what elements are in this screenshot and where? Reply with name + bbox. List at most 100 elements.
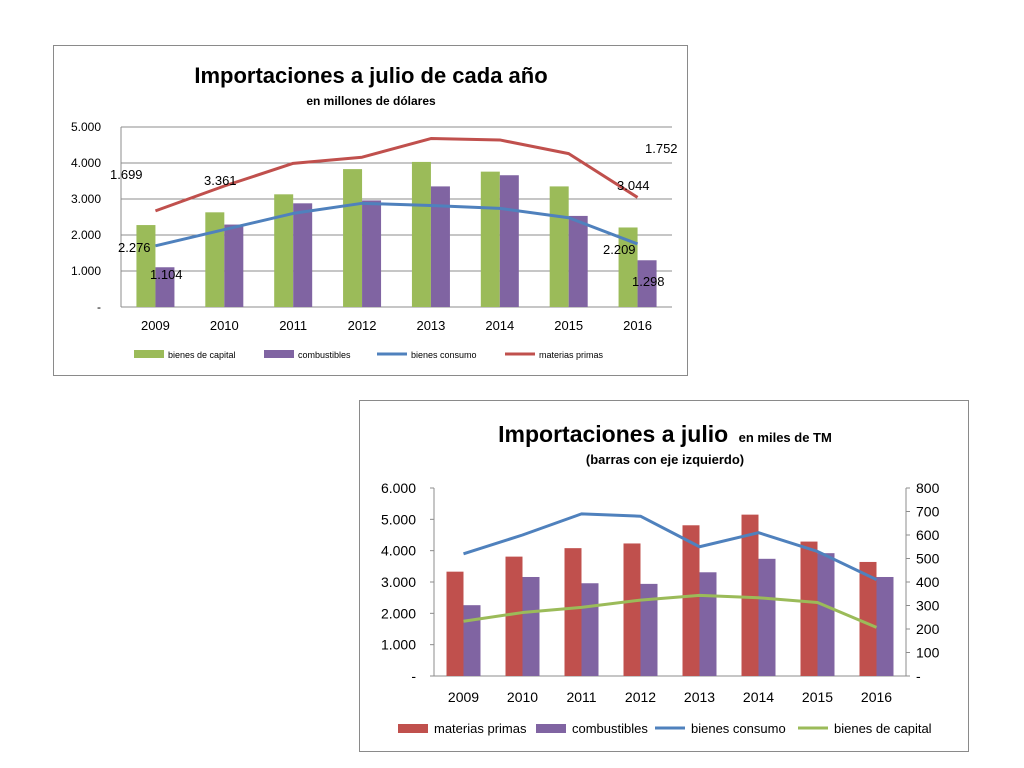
chart2-y-tick-label: 3.000 [381, 574, 416, 590]
chart2-line-bienes-de-capital [463, 593, 878, 629]
chart2-line-bienes-consumo [463, 512, 878, 582]
chart-svg-2: Importaciones a julio en miles de TM (ba… [381, 421, 940, 736]
chart1-data-label: 1.104 [150, 267, 183, 282]
chart1-legend-swatch [134, 350, 164, 358]
chart1-bar-combustibles [430, 186, 450, 307]
chart2-bar-combustibles [581, 583, 599, 676]
chart1-x-tick-label: 2015 [554, 318, 583, 333]
chart2-legend-label: materias primas [434, 721, 527, 736]
chart1-x-tick-label: 2016 [623, 318, 652, 333]
chart1-bar-combustibles [362, 200, 382, 307]
chart1-legend-item: combustibles [264, 350, 351, 360]
chart-panel-miles-tm: Importaciones a julio en miles de TM (ba… [359, 400, 969, 752]
chart1-y-tick-label: 4.000 [71, 156, 101, 170]
chart1-bar-bienes-de-capital [274, 194, 294, 307]
chart2-legend-item: bienes consumo [655, 721, 786, 736]
chart2-legend-label: bienes consumo [691, 721, 786, 736]
chart1-subtitle: en millones de dólares [306, 94, 436, 108]
chart1-legend-swatch [264, 350, 294, 358]
chart1-line-materias-primas [154, 137, 639, 213]
chart2-legend-swatch [398, 724, 428, 733]
chart1-data-label: 1.699 [110, 167, 143, 182]
chart1-data-label: 1.298 [632, 274, 665, 289]
chart2-legend-swatch [536, 724, 566, 733]
chart1-y-tick-label: 5.000 [71, 120, 101, 134]
chart2-x-tick-label: 2015 [802, 689, 833, 705]
chart1-title: Importaciones a julio de cada año [194, 63, 547, 88]
chart2-x-tick-label: 2014 [743, 689, 774, 705]
chart2-legend-item: materias primas [398, 721, 527, 736]
chart1-x-tick-label: 2010 [210, 318, 239, 333]
chart2-bar-materias-primas [564, 548, 582, 676]
chart1-bar-bienes-de-capital [618, 227, 638, 307]
chart2-subtitle: (barras con eje izquierdo) [586, 452, 744, 467]
chart1-data-label: 3.361 [204, 173, 237, 188]
chart2-y-tick-label: 2.000 [381, 605, 416, 621]
chart2-x-tick-label: 2013 [684, 689, 715, 705]
chart1-line-bienes-consumo [155, 201, 639, 248]
chart1-bar-combustibles [499, 175, 519, 307]
chart2-legend-label: bienes de capital [834, 721, 932, 736]
chart1-data-label: 2.276 [118, 240, 151, 255]
chart2-bar-materias-primas [800, 541, 818, 676]
chart1-bar-combustibles [568, 215, 588, 307]
chart2-legend-item: bienes de capital [798, 721, 932, 736]
chart-svg-1: Importaciones a julio de cada año en mil… [71, 63, 678, 360]
chart2-y2-tick-label: 100 [916, 645, 940, 661]
chart2-y2-tick-label: 500 [916, 551, 940, 567]
chart1-x-tick-label: 2012 [348, 318, 377, 333]
chart2-y2-tick-label: 800 [916, 480, 940, 496]
chart2-bar-combustibles [758, 558, 776, 676]
chart2-y2-tick-label: - [916, 668, 921, 684]
chart1-y-tick-label: 3.000 [71, 192, 101, 206]
chart1-x-tick-label: 2014 [485, 318, 514, 333]
chart1-bar-combustibles [293, 203, 313, 307]
chart2-bar-combustibles [640, 583, 658, 676]
chart2-legend-item: combustibles [536, 721, 648, 736]
chart1-legend-label: bienes de capital [168, 350, 236, 360]
chart2-bar-materias-primas [623, 543, 641, 676]
chart1-data-label: 3.044 [617, 178, 650, 193]
chart1-legend-label: combustibles [298, 350, 351, 360]
chart2-x-tick-label: 2010 [507, 689, 538, 705]
chart2-bar-combustibles [876, 576, 894, 676]
chart2-bar-combustibles [699, 572, 717, 676]
chart2-y2-tick-label: 700 [916, 504, 940, 520]
chart1-y-tick-label: - [97, 300, 101, 314]
chart1-bar-combustibles [155, 267, 175, 307]
chart1-y-tick-label: 2.000 [71, 228, 101, 242]
chart2-bar-combustibles [463, 605, 481, 676]
chart2-bar-materias-primas [446, 571, 464, 676]
chart2-x-tick-label: 2012 [625, 689, 656, 705]
chart2-bar-materias-primas [505, 556, 523, 676]
chart1-bar-combustibles [637, 260, 657, 307]
chart1-x-tick-label: 2013 [416, 318, 445, 333]
chart1-bar-bienes-de-capital [411, 161, 431, 307]
chart2-bar-combustibles [817, 553, 835, 676]
chart2-y2-tick-label: 200 [916, 621, 940, 637]
chart2-y-tick-label: 5.000 [381, 511, 416, 527]
chart2-y2-tick-label: 300 [916, 598, 940, 614]
chart1-bar-bienes-de-capital [136, 225, 156, 307]
chart2-y-tick-label: 1.000 [381, 637, 416, 653]
chart2-x-tick-label: 2009 [448, 689, 479, 705]
chart2-y-tick-label: - [411, 668, 416, 684]
chart1-bar-bienes-de-capital [343, 169, 363, 307]
chart2-y2-tick-label: 400 [916, 574, 940, 590]
chart2-y-tick-label: 4.000 [381, 543, 416, 559]
chart1-data-label: 2.209 [603, 242, 636, 257]
chart-panel-millones-dolares: Importaciones a julio de cada año en mil… [53, 45, 688, 376]
chart1-legend-label: bienes consumo [411, 350, 477, 360]
chart1-bar-combustibles [224, 224, 244, 307]
chart1-x-tick-label: 2011 [279, 318, 307, 333]
chart2-x-tick-label: 2011 [566, 689, 596, 705]
chart1-bar-bienes-de-capital [480, 171, 500, 307]
chart2-bar-materias-primas [859, 561, 877, 676]
chart1-legend-label: materias primas [539, 350, 604, 360]
chart2-y-tick-label: 6.000 [381, 480, 416, 496]
chart1-data-label: 1.752 [645, 141, 678, 156]
chart2-y2-tick-label: 600 [916, 527, 940, 543]
chart2-bar-combustibles [522, 576, 540, 676]
chart2-title: Importaciones a julio en miles de TM [498, 421, 832, 447]
chart2-bar-materias-primas [741, 514, 759, 676]
